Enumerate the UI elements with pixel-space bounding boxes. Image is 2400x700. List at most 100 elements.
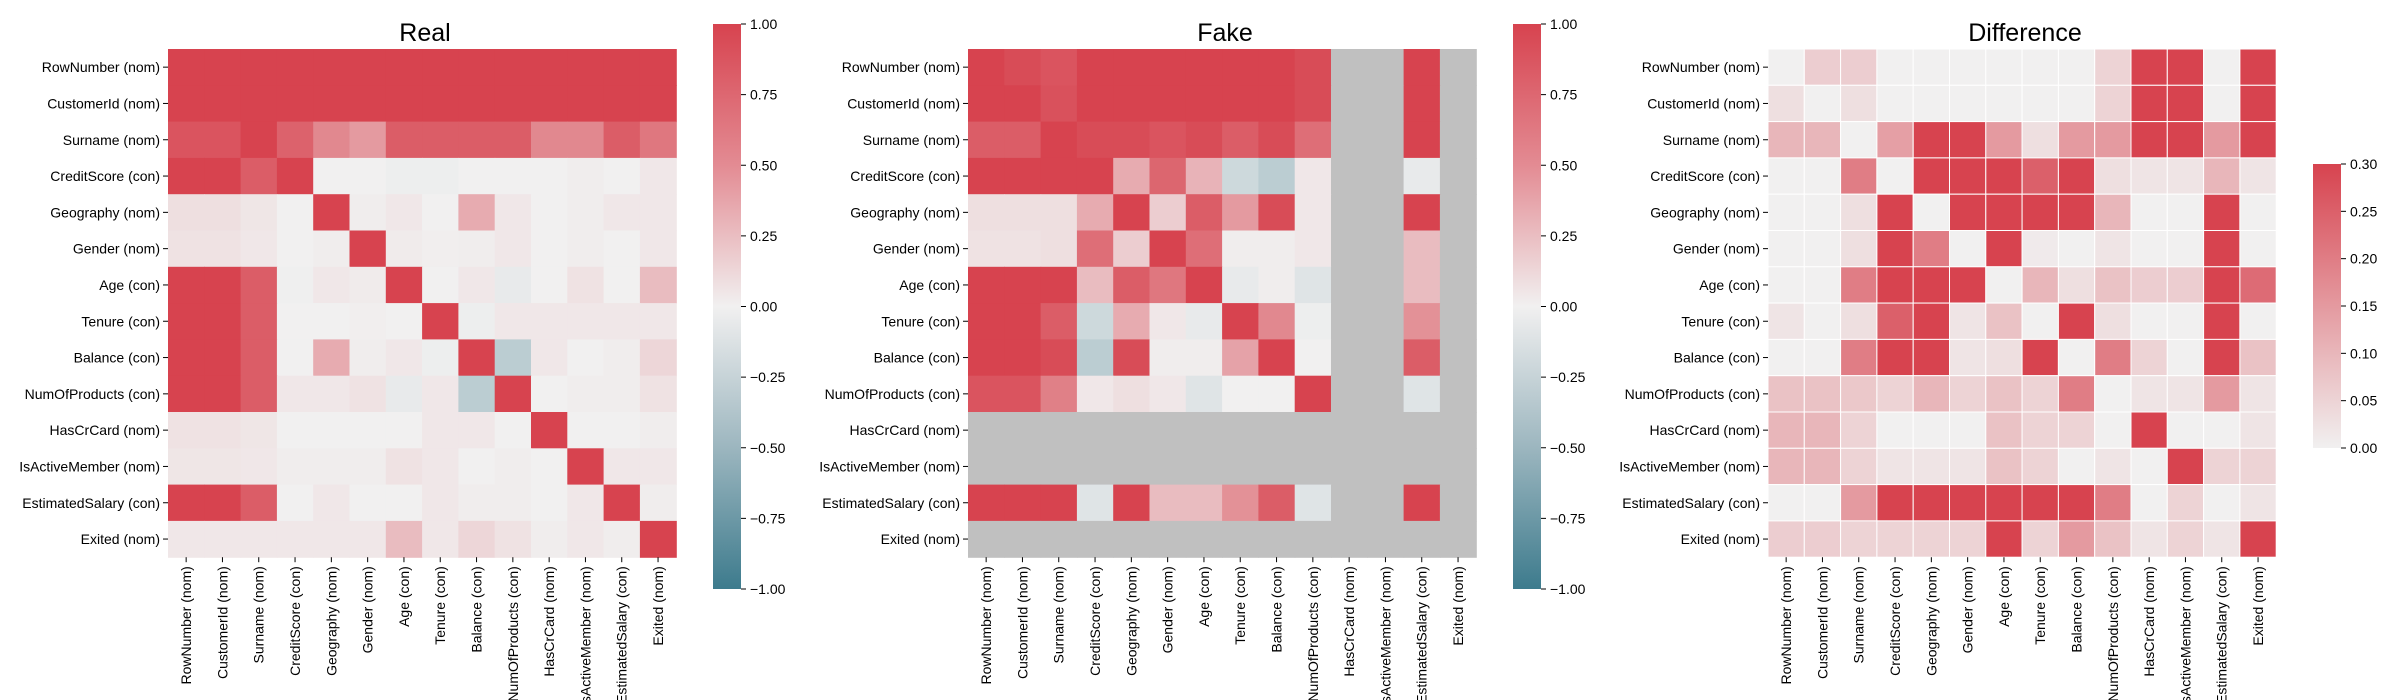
heatmap-cell (1367, 412, 1405, 449)
row-label: Tenure (con) (1681, 313, 1760, 329)
heatmap-cell (531, 484, 568, 522)
heatmap-cell (422, 303, 459, 340)
heatmap-cell (603, 85, 641, 123)
heatmap-cell (968, 230, 1005, 268)
heatmap-cell (567, 520, 605, 558)
colorbar-gradient (713, 24, 741, 589)
column-label: CustomerId (nom) (1814, 566, 1830, 679)
heatmap-cell (2239, 411, 2277, 449)
heatmap-cell (1149, 194, 1187, 232)
heatmap-cell (1149, 520, 1187, 558)
heatmap-cell (2021, 375, 2059, 413)
heatmap-cell (1803, 157, 1842, 195)
column-label: Gender (nom) (1960, 566, 1976, 653)
heatmap-cell (1985, 48, 2023, 86)
heatmap-cell (1439, 194, 1477, 232)
heatmap-cell (1149, 448, 1187, 486)
heatmap-cell (1294, 448, 1332, 486)
heatmap-cell (1949, 375, 1987, 413)
colorbar-tick-label: 0.20 (2350, 251, 2377, 267)
heatmap-cell (1040, 448, 1078, 486)
column-labels: RowNumber (nom) CustomerId (nom) Surname (… (1778, 557, 2266, 700)
colorbar-tick-label: 0.15 (2350, 298, 2377, 314)
heatmap-cell (1258, 194, 1296, 232)
column-label: Geography (nom) (1123, 566, 1139, 676)
heatmap-cell (385, 448, 423, 486)
heatmap-cell (2203, 338, 2241, 377)
heatmap-cell (2094, 157, 2132, 195)
heatmap-cell (1403, 85, 1441, 123)
heatmap-cell (385, 194, 423, 232)
heatmap-cell (531, 157, 568, 195)
heatmap-cell (2094, 447, 2132, 486)
heatmap-cell (313, 85, 351, 123)
heatmap-cell (1912, 193, 1950, 231)
heatmap-cell (1113, 448, 1151, 486)
heatmap-cell (2057, 484, 2096, 522)
heatmap-cell (1985, 375, 2023, 413)
heatmap-cell (1949, 302, 1987, 340)
heatmap-cell (1076, 448, 1114, 486)
heatmap-cell (1439, 157, 1477, 195)
colorbar-tick-label: 0.25 (1550, 228, 1577, 244)
heatmap-cell (385, 520, 423, 558)
heatmap-cell (1185, 157, 1223, 195)
heatmap-cell (204, 230, 242, 268)
heatmap-cell (567, 303, 605, 340)
heatmap-cell (458, 412, 496, 449)
heatmap-cell (1985, 230, 2023, 268)
column-label: Surname (nom) (1051, 566, 1067, 663)
heatmap-cell (2166, 157, 2205, 195)
heatmap-cell (494, 375, 532, 413)
heatmap-cell (1840, 375, 1878, 413)
heatmap-cell (2021, 193, 2059, 231)
heatmap-cell (1294, 230, 1332, 268)
heatmap-cell (1222, 157, 1259, 195)
heatmap-cell (349, 49, 387, 86)
heatmap-cell (1294, 375, 1332, 413)
heatmap-cell (240, 157, 278, 195)
colorbar-tick-label: 0.00 (750, 299, 777, 315)
heatmap-cell (1949, 484, 1987, 522)
column-label: RowNumber (nom) (1778, 566, 1794, 684)
heatmap-cell (639, 49, 677, 86)
heatmap-cell (458, 157, 496, 195)
heatmap-cell (1876, 193, 1914, 231)
heatmap-cell (2094, 338, 2132, 377)
colorbar-tick-label: −1.00 (750, 581, 786, 597)
heatmap-cell (2166, 520, 2205, 558)
heatmap-cell (1840, 338, 1878, 377)
heatmap-cell (968, 266, 1005, 304)
heatmap-cell (1767, 484, 1805, 522)
heatmap-cell (639, 375, 677, 413)
column-label: Tenure (con) (1232, 566, 1248, 645)
column-label: NumOfProducts (con) (2105, 566, 2121, 700)
heatmap-cell (1767, 411, 1805, 449)
heatmap-cell (1403, 266, 1441, 304)
heatmap-cell (1767, 230, 1805, 268)
heatmap-cell (1876, 375, 1914, 413)
row-label: Geography (nom) (850, 204, 960, 220)
row-label: Balance (con) (874, 350, 960, 366)
heatmap-cell (2166, 375, 2205, 413)
heatmap-cell (2203, 193, 2241, 231)
heatmap-cell (349, 157, 387, 195)
heatmap-cell (603, 448, 641, 486)
heatmap-cell (385, 230, 423, 268)
heatmap-cell (1222, 448, 1259, 486)
heatmap-cell (1912, 230, 1950, 268)
heatmap-cell (1258, 520, 1296, 558)
heatmap-cell (1040, 157, 1078, 195)
heatmap-cell (567, 484, 605, 522)
heatmap-cell (1222, 266, 1259, 304)
heatmap-cell (2094, 411, 2132, 449)
heatmap-cell (1912, 266, 1950, 304)
heatmap-cell (1803, 338, 1842, 377)
heatmap-cell (1403, 448, 1441, 486)
heatmap-cell (1912, 302, 1950, 340)
heatmap-cell (2130, 447, 2168, 486)
row-label: Exited (nom) (1681, 531, 1760, 547)
heatmap-cell (603, 412, 641, 449)
heatmap-cell (1004, 157, 1042, 195)
column-label: CreditScore (con) (1887, 566, 1903, 676)
